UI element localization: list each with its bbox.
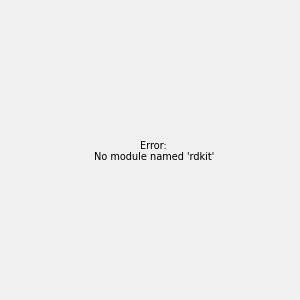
Text: Error:
No module named 'rdkit': Error: No module named 'rdkit' xyxy=(94,141,214,162)
